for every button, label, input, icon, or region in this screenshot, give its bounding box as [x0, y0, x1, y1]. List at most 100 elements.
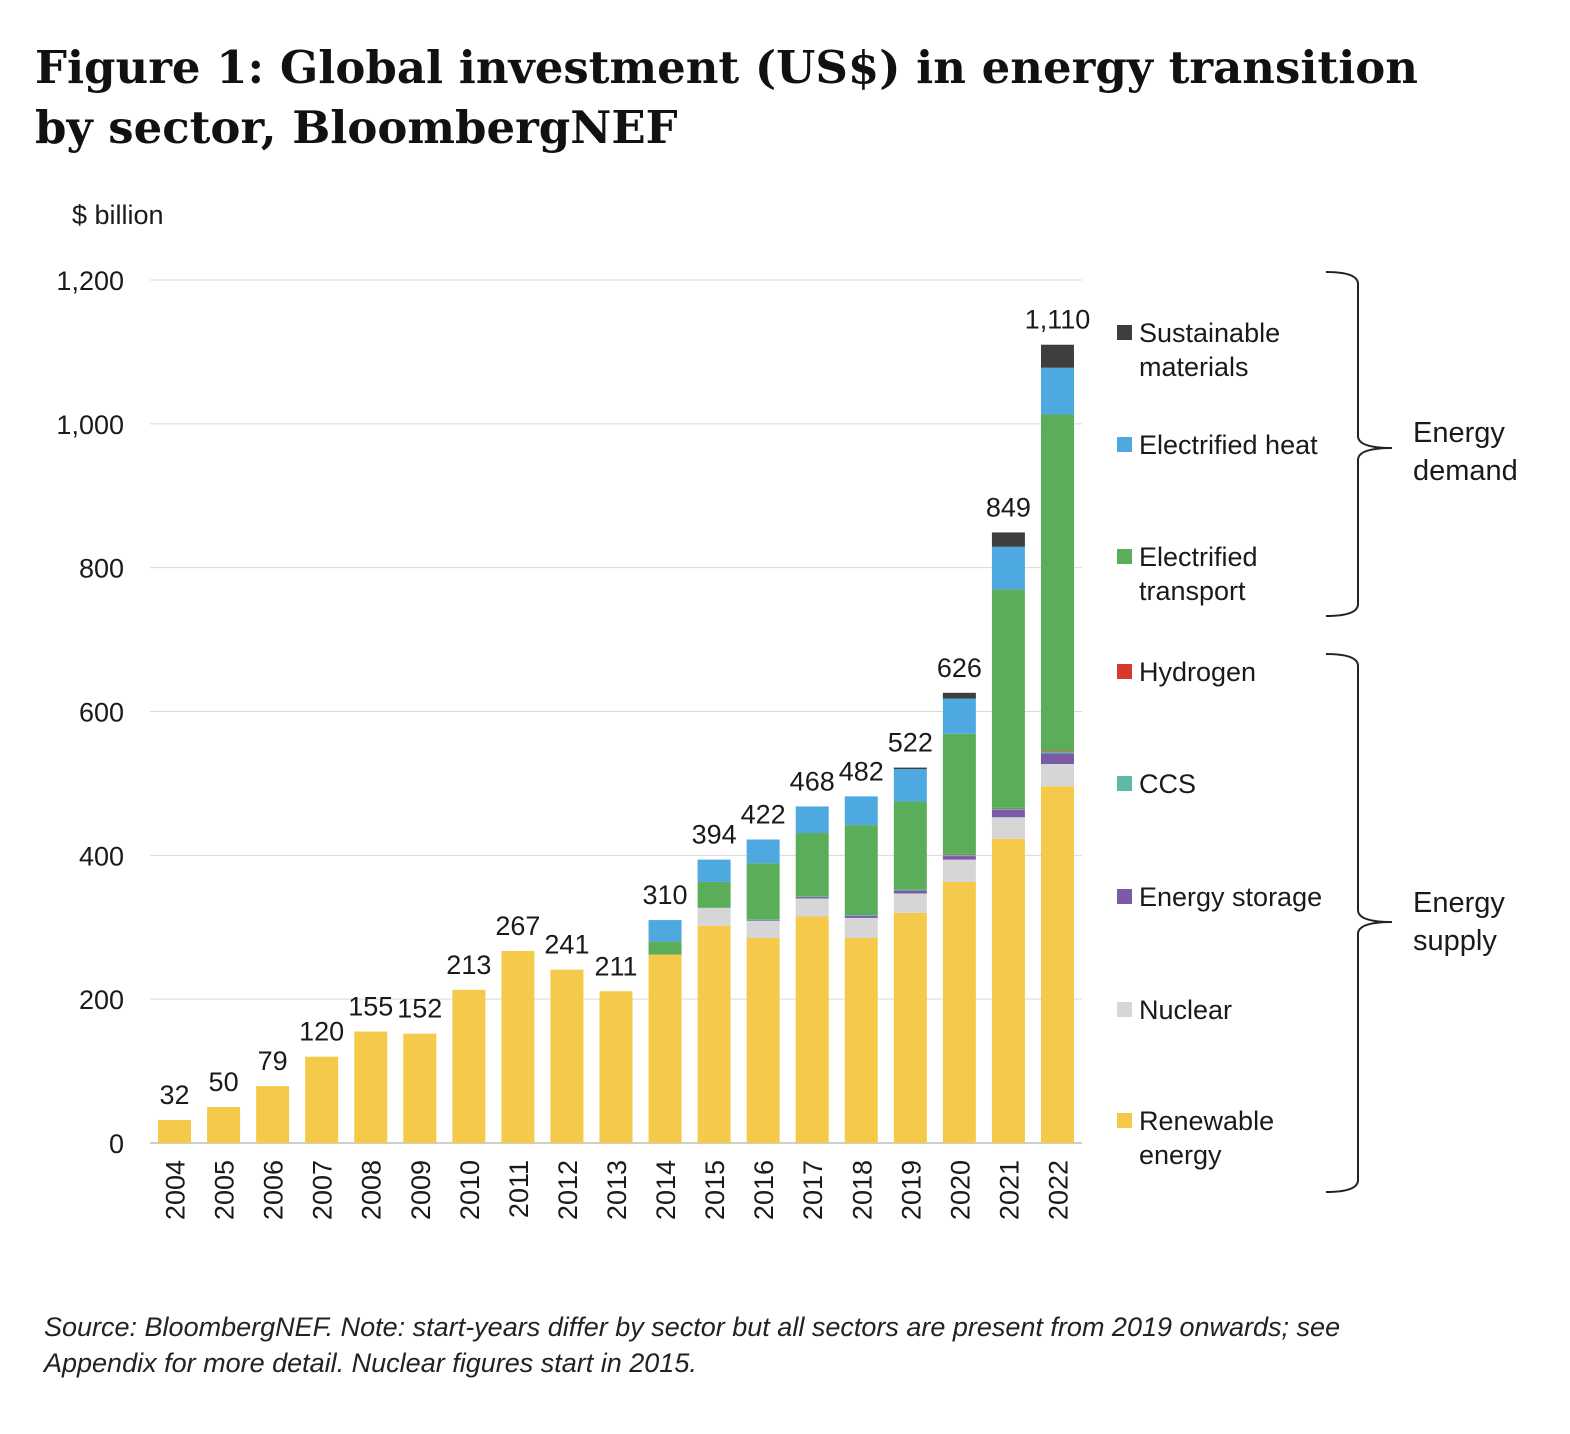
x-axis: 2004 2005 2006 2007 2008 2009 2010 2011 2012 2013… — [161, 1160, 1074, 1220]
bar-segment-ccs — [942, 854, 976, 857]
bar-segment-ccs — [746, 919, 780, 921]
bar-segment-electrified-transport — [648, 941, 682, 955]
data-label-total: 241 — [544, 930, 589, 960]
bar-segment-energy-storage — [746, 920, 780, 921]
legend-label: transport — [1139, 576, 1246, 606]
data-label-total: 482 — [839, 756, 884, 786]
x-tick-label: 2020 — [945, 1160, 975, 1220]
legend-label: energy — [1139, 1140, 1222, 1170]
bar-segment-electrified-heat — [746, 839, 780, 864]
data-label-total: 394 — [692, 820, 737, 850]
data-label-total: 422 — [741, 800, 786, 830]
legend-label: Sustainable — [1139, 318, 1280, 348]
data-label-total: 211 — [594, 951, 637, 981]
bar-segment-renewable-energy — [1040, 786, 1074, 1143]
bar-segment-nuclear — [991, 817, 1025, 839]
x-tick-label: 2009 — [406, 1160, 436, 1220]
x-tick-label: 2016 — [749, 1160, 779, 1220]
bar-segment-electrified-transport — [942, 733, 976, 854]
data-label-total: 213 — [446, 950, 491, 980]
bar-segment-hydrogen — [1040, 751, 1074, 752]
group-bracket — [1325, 653, 1393, 1193]
legend-label: Electrified — [1139, 542, 1258, 572]
source-note-line-2: Appendix for more detail. Nuclear figure… — [44, 1348, 697, 1378]
y-tick-label: 1,000 — [56, 410, 124, 440]
bar-segment-ccs — [844, 915, 878, 916]
x-tick-label: 2012 — [553, 1160, 583, 1220]
figure-title-line-2: by sector, BloombergNEF — [35, 101, 678, 154]
bar-segment-electrified-heat — [942, 698, 976, 734]
bar-segment-renewable-energy — [354, 1031, 388, 1143]
bar-segment-ccs — [893, 889, 927, 891]
data-label-total: 155 — [348, 992, 393, 1022]
legend-label: Electrified heat — [1139, 430, 1318, 460]
legend-item: Energy storage — [1117, 882, 1322, 912]
legend-swatch — [1117, 889, 1132, 904]
legend-swatch — [1117, 1002, 1132, 1017]
bar-segment-renewable-energy — [697, 925, 731, 1143]
bar-segment-renewable-energy — [991, 838, 1025, 1143]
bar-segment-nuclear — [746, 920, 780, 939]
bar-segment-renewable-energy — [795, 916, 829, 1143]
x-tick-label: 2007 — [308, 1160, 338, 1220]
legend-item: Hydrogen — [1117, 657, 1256, 687]
data-label-total: 120 — [299, 1017, 344, 1047]
bar-segment-electrified-transport — [844, 825, 878, 916]
bar-segment-renewable-energy — [158, 1119, 192, 1143]
bar-segment-renewable-energy — [550, 969, 584, 1143]
bar-segment-renewable-energy — [893, 912, 927, 1143]
legend-item: Sustainable materials — [1117, 318, 1280, 382]
bar-segment-electrified-transport — [1040, 414, 1074, 752]
bar-segment-electrified-transport — [795, 833, 829, 897]
x-tick-label: 2013 — [602, 1160, 632, 1220]
group-label: supply — [1413, 925, 1497, 957]
y-axis-unit-label: $ billion — [72, 200, 164, 230]
figure-title: Figure 1: Global investment (US$) in ene… — [35, 38, 1535, 158]
legend-item: Electrified transport — [1117, 542, 1258, 606]
legend-label: Hydrogen — [1139, 657, 1256, 687]
x-tick-label: 2022 — [1043, 1160, 1073, 1220]
data-label-total: 522 — [888, 728, 933, 758]
legend-label: materials — [1139, 352, 1249, 382]
x-tick-label: 2004 — [161, 1160, 191, 1220]
legend-swatch — [1117, 325, 1132, 340]
x-tick-label: 2021 — [994, 1160, 1024, 1220]
bar-segment-electrified-transport — [746, 863, 780, 920]
data-label-total: 310 — [643, 880, 688, 910]
legend-swatch — [1117, 549, 1132, 564]
bar-segment-renewable-energy — [648, 954, 682, 1143]
data-label-total: 468 — [790, 766, 835, 796]
y-tick-label: 0 — [109, 1129, 124, 1159]
figure-title-line-1: Figure 1: Global investment (US$) in ene… — [35, 41, 1419, 94]
bar-segment-energy-storage — [991, 810, 1025, 818]
legend-label: Nuclear — [1139, 995, 1232, 1025]
bar-segment-electrified-heat — [844, 796, 878, 826]
bar-segment-ccs — [1040, 751, 1074, 754]
legend-label: Renewable — [1139, 1106, 1274, 1136]
x-tick-label: 2015 — [700, 1160, 730, 1220]
data-label-total: 626 — [937, 653, 982, 683]
bar-segment-electrified-transport — [697, 881, 731, 908]
legend-item: Renewable energy — [1117, 1106, 1274, 1170]
legend-swatch — [1117, 1113, 1132, 1128]
bar-segment-renewable-energy — [452, 989, 486, 1143]
y-tick-label: 600 — [79, 698, 124, 728]
bar-segment-electrified-transport — [893, 801, 927, 890]
x-tick-label: 2014 — [651, 1160, 681, 1220]
data-label-total: 50 — [209, 1067, 239, 1097]
legend-item: Electrified heat — [1117, 430, 1318, 460]
bar-segment-nuclear — [942, 859, 976, 882]
legend-swatch — [1117, 437, 1132, 452]
bar-segment-renewable-energy — [403, 1033, 437, 1143]
legend-swatch — [1117, 664, 1132, 679]
bar-segment-renewable-energy — [844, 938, 878, 1143]
bar-segment-energy-storage — [844, 915, 878, 918]
bar-segment-renewable-energy — [305, 1056, 339, 1143]
bar-segment-energy-storage — [795, 897, 829, 899]
legend-swatch — [1117, 776, 1132, 791]
x-tick-label: 2008 — [357, 1160, 387, 1220]
bar-segment-hydrogen — [991, 807, 1025, 809]
y-tick-label: 400 — [79, 841, 124, 871]
bar-segment-renewable-energy — [256, 1086, 290, 1143]
group-bracket — [1325, 271, 1393, 617]
